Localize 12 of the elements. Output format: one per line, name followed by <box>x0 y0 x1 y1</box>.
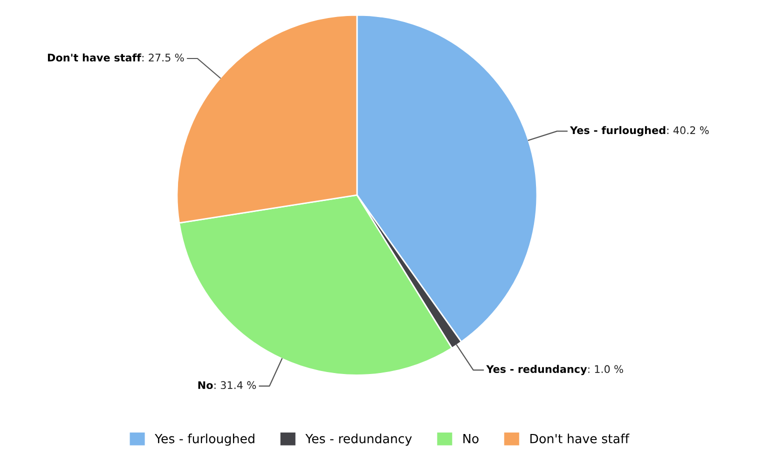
data-label: : 31.4 % <box>214 381 256 390</box>
legend-label: No <box>463 434 478 444</box>
slice-label: Don't have staff <box>48 53 142 62</box>
slice-label: Yes - furloughed <box>570 126 666 136</box>
data-label: : 27.5 % <box>142 54 184 62</box>
legend-label: Yes - furloughed <box>154 434 254 446</box>
data-label: : 1.0 % <box>588 365 624 374</box>
legend-label: Don't have staff <box>530 434 630 444</box>
slice-label: Yes - redundancy <box>486 364 587 376</box>
data-label: : 40.2 % <box>667 126 709 134</box>
slice-label: No <box>198 381 213 390</box>
legend-label: Yes - redundancy <box>305 434 412 446</box>
